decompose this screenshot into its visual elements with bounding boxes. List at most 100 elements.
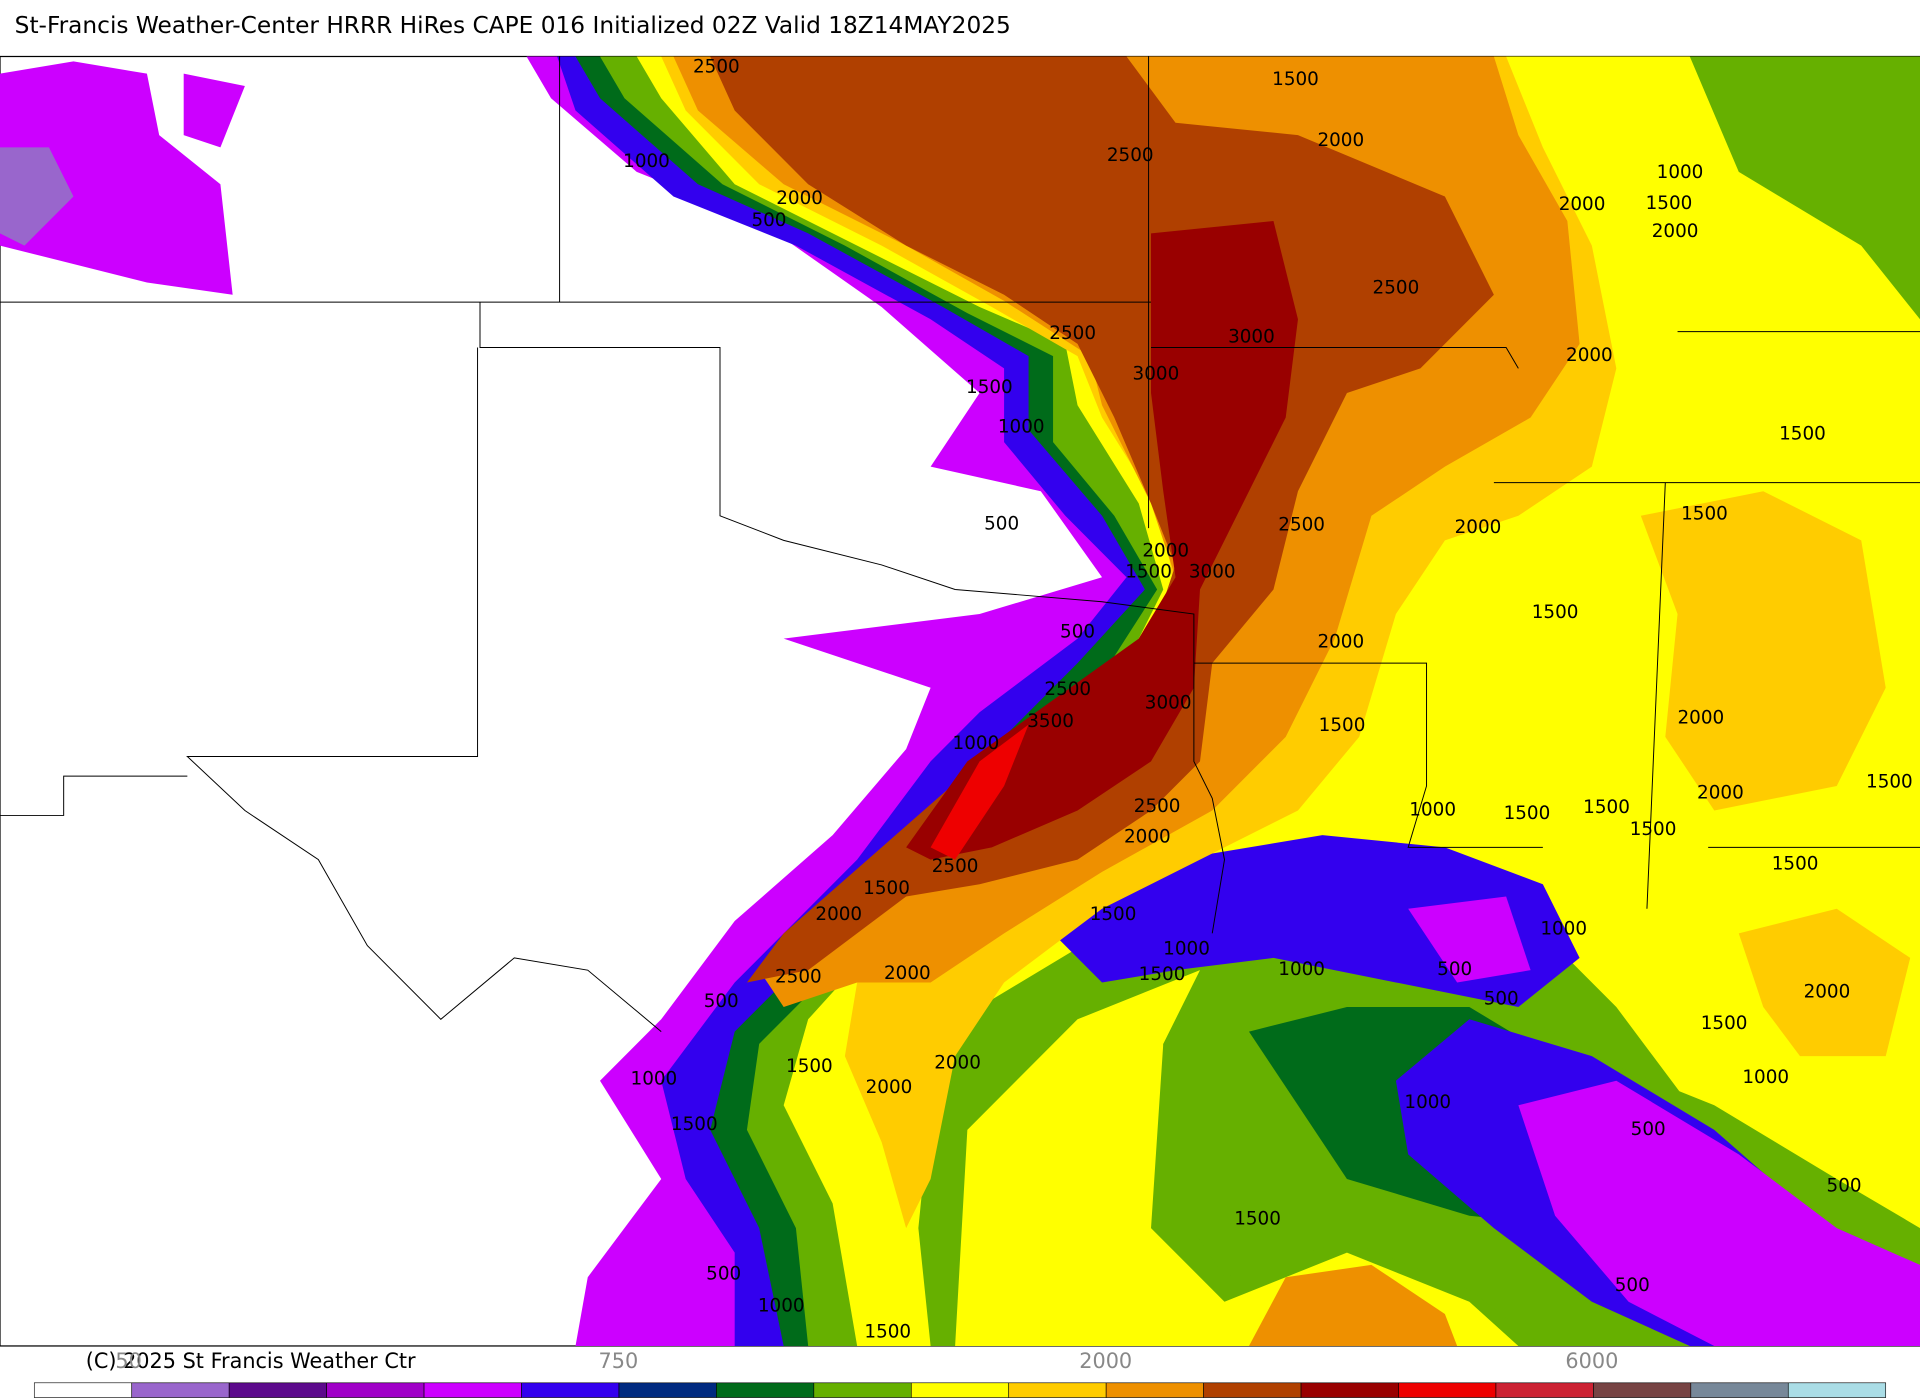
contour-label: 1500 bbox=[1504, 803, 1551, 824]
contour-label: 1500 bbox=[1646, 193, 1693, 214]
colorbar-swatch bbox=[618, 1382, 717, 1398]
contour-label: 2000 bbox=[1317, 631, 1364, 652]
contour-label: 1000 bbox=[758, 1296, 805, 1317]
contour-label: 500 bbox=[1484, 989, 1519, 1010]
contour-label: 2000 bbox=[1804, 981, 1851, 1002]
contour-label: 2000 bbox=[1142, 540, 1189, 561]
contour-label: 2000 bbox=[1317, 130, 1364, 151]
contour-label: 2000 bbox=[1124, 827, 1171, 848]
contour-label: 500 bbox=[984, 513, 1019, 534]
contour-label: 1000 bbox=[953, 733, 1000, 754]
contour-label: 2000 bbox=[1559, 194, 1606, 215]
contour-label: 3500 bbox=[1027, 711, 1074, 732]
colorbar-swatch bbox=[1105, 1382, 1204, 1398]
contour-label: 1000 bbox=[1163, 938, 1210, 959]
contour-label: 500 bbox=[1437, 959, 1472, 980]
colorbar-swatch bbox=[910, 1382, 1010, 1398]
contour-label: 1000 bbox=[1742, 1067, 1789, 1088]
contour-label: 2000 bbox=[1697, 782, 1744, 803]
contour-label: 1500 bbox=[1701, 1013, 1748, 1034]
contour-label: 1000 bbox=[631, 1068, 678, 1089]
contour-label: 1500 bbox=[1779, 424, 1826, 445]
colorbar-swatch bbox=[716, 1382, 815, 1398]
contour-label: 1500 bbox=[1139, 964, 1186, 985]
contour-label: 1000 bbox=[1657, 162, 1704, 183]
contour-label: 2000 bbox=[776, 188, 823, 209]
colorbar: 50 750 2000 6000 bbox=[33, 1349, 1887, 1398]
contour-label: 1500 bbox=[1772, 854, 1819, 875]
colorbar-swatch bbox=[1008, 1382, 1107, 1398]
colorbar-swatch bbox=[326, 1382, 425, 1398]
contour-label: 2000 bbox=[1566, 345, 1613, 366]
contour-label: 2500 bbox=[693, 57, 740, 78]
contour-label: 500 bbox=[1827, 1175, 1862, 1196]
cape-fill bbox=[0, 56, 1920, 1346]
contour-label: 3000 bbox=[1189, 561, 1236, 582]
contour-label: 1500 bbox=[786, 1056, 833, 1077]
contour-label: 1500 bbox=[1272, 69, 1319, 90]
contour-label: 1500 bbox=[1532, 602, 1579, 623]
contour-label: 1500 bbox=[671, 1114, 718, 1135]
contour-label: 2000 bbox=[884, 963, 931, 984]
contour-label: 2000 bbox=[1652, 221, 1699, 242]
contour-label: 2500 bbox=[1134, 796, 1181, 817]
contour-label: 1500 bbox=[1125, 561, 1172, 582]
copyright: (C) 2025 St Francis Weather Ctr bbox=[86, 1349, 416, 1373]
colorbar-swatch bbox=[33, 1382, 133, 1398]
contour-label: 1500 bbox=[864, 1321, 911, 1342]
colorbar-label: 2000 bbox=[1079, 1349, 1132, 1373]
contour-label: 1500 bbox=[1866, 771, 1913, 792]
contour-label: 1500 bbox=[863, 878, 910, 899]
contour-label: 1000 bbox=[1278, 959, 1325, 980]
colorbar-swatch bbox=[1300, 1382, 1399, 1398]
contour-label: 2500 bbox=[1107, 145, 1154, 166]
contour-label: 500 bbox=[751, 210, 786, 231]
contour-label: 1500 bbox=[1681, 504, 1728, 525]
contour-label: 1000 bbox=[1404, 1092, 1451, 1113]
contour-label: 2500 bbox=[775, 967, 822, 988]
contour-label: 500 bbox=[1631, 1119, 1666, 1140]
contour-label: 3000 bbox=[1228, 327, 1275, 348]
contour-label: 1500 bbox=[1630, 819, 1677, 840]
colorbar-swatch bbox=[1495, 1382, 1594, 1398]
colorbar-label: 50 bbox=[115, 1349, 141, 1373]
contour-label: 1500 bbox=[1583, 797, 1630, 818]
contour-label: 1500 bbox=[1319, 715, 1366, 736]
contour-label: 500 bbox=[1060, 621, 1095, 642]
colorbar-swatch bbox=[1787, 1382, 1887, 1398]
contour-label: 3000 bbox=[1133, 364, 1180, 385]
contour-label: 2000 bbox=[934, 1052, 981, 1073]
colorbar-label: 6000 bbox=[1565, 1349, 1618, 1373]
colorbar-swatch bbox=[1398, 1382, 1497, 1398]
colorbar-swatch bbox=[228, 1382, 327, 1398]
contour-label: 2500 bbox=[1044, 679, 1091, 700]
contour-label: 2500 bbox=[1278, 515, 1325, 536]
contour-label: 1000 bbox=[623, 151, 670, 172]
contour-label: 500 bbox=[1615, 1275, 1650, 1296]
contour-label: 500 bbox=[706, 1264, 741, 1285]
colorbar-swatch bbox=[423, 1382, 522, 1398]
contour-label: 2500 bbox=[932, 856, 979, 877]
colorbar-swatch bbox=[1593, 1382, 1692, 1398]
contour-label: 2000 bbox=[1677, 707, 1724, 728]
contour-label: 2000 bbox=[815, 904, 862, 925]
contour-label: 1500 bbox=[1090, 904, 1137, 925]
contour-label: 1000 bbox=[998, 416, 1045, 437]
contour-label: 1500 bbox=[1234, 1208, 1281, 1229]
colorbar-swatch bbox=[131, 1382, 230, 1398]
contour-label: 2000 bbox=[1455, 517, 1502, 538]
map-frame bbox=[0, 55, 1920, 1347]
colorbar-swatch bbox=[1203, 1382, 1302, 1398]
colorbar-swatch bbox=[521, 1382, 620, 1398]
contour-label: 3000 bbox=[1145, 693, 1192, 714]
contour-label: 1000 bbox=[1409, 800, 1456, 821]
contour-label: 2500 bbox=[1373, 278, 1420, 299]
colorbar-label: 750 bbox=[599, 1349, 639, 1373]
contour-label: 1000 bbox=[1540, 919, 1587, 940]
contour-label: 500 bbox=[704, 991, 739, 1012]
contour-label: 1500 bbox=[966, 377, 1013, 398]
contour-label: 2500 bbox=[1049, 323, 1096, 344]
